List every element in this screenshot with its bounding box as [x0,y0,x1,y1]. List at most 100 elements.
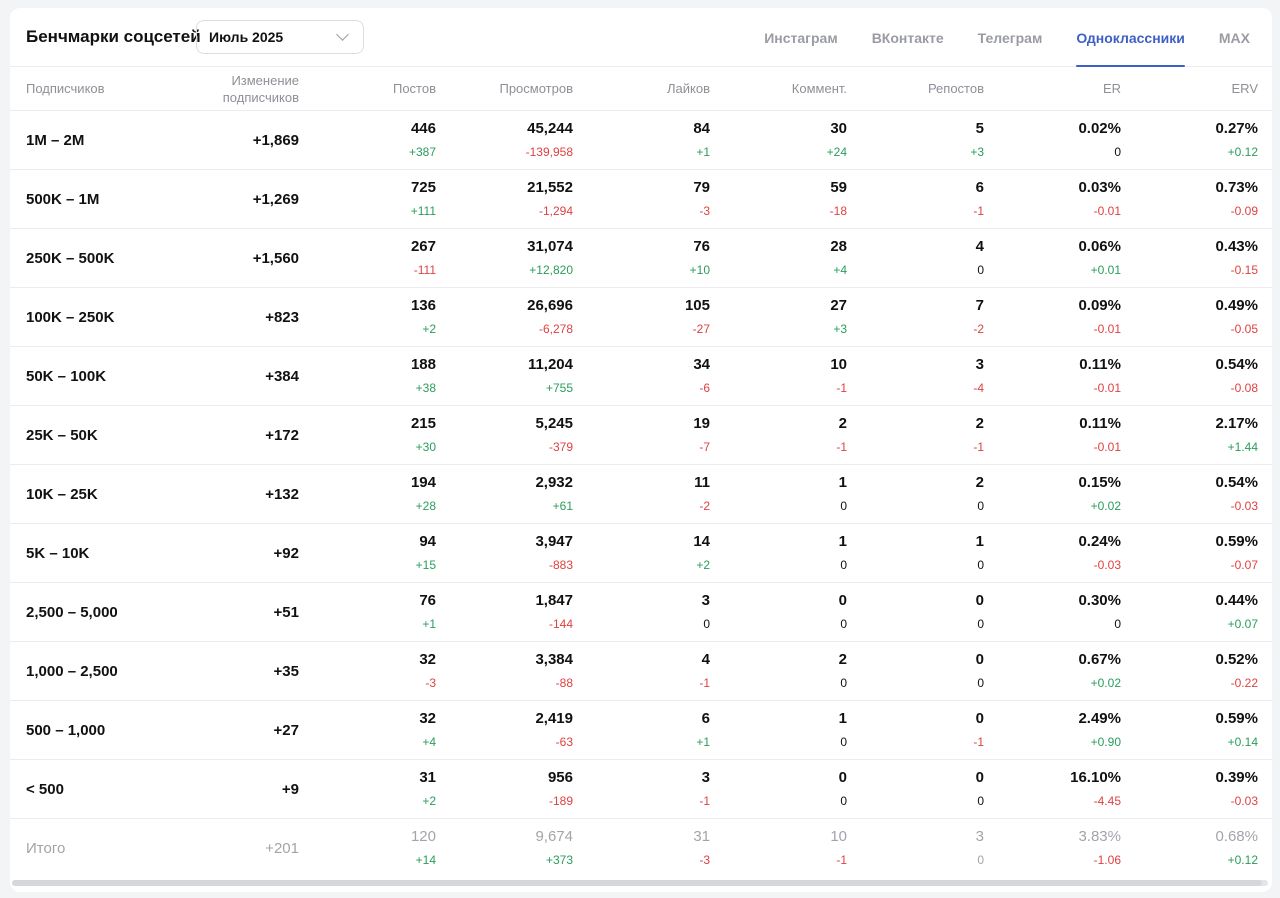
total-row: Итого +201 120 +14 9,674 +373 31 -3 10 -1 3 0 3.83% -… [10,819,1272,877]
reposts-delta: -4 [973,381,984,395]
column-header-subscribers[interactable]: Подписчиков [26,81,105,97]
tab-max[interactable]: MAX [1218,29,1250,46]
erv-delta: +0.12 [1227,853,1258,867]
erv-cell: 0.44% +0.07 [1158,592,1258,631]
reposts-delta: -1 [973,440,984,454]
comments-delta: 0 [840,558,847,572]
reposts-delta: 0 [977,263,984,277]
column-header-posts[interactable]: Постов [392,81,436,97]
comments-value: 1 [838,710,847,727]
comments-value: 2 [838,415,847,432]
posts-value: 194 [410,474,436,491]
erv-value: 0.27% [1215,120,1258,137]
likes-value: 84 [693,120,710,137]
er-delta: -4.45 [1093,794,1121,808]
views-delta: -88 [555,676,573,690]
erv-value: 0.68% [1215,828,1258,845]
erv-value: 0.44% [1215,592,1258,609]
subscribers-range: 25K – 50K [26,427,98,444]
posts-value: 32 [419,651,436,668]
er-delta: -0.01 [1093,204,1121,218]
subscribers-range: 50K – 100K [26,368,107,385]
period-select[interactable]: Июль 2025 [196,20,364,54]
views-cell: 3,384 -88 [463,651,573,690]
views-delta: +373 [545,853,573,867]
posts-value: 76 [419,592,436,609]
likes-value: 4 [701,651,710,668]
column-header-comments[interactable]: Коммент. [791,81,847,97]
er-delta: +0.02 [1090,499,1121,513]
erv-value: 0.73% [1215,179,1258,196]
comments-delta: -1 [836,381,847,395]
subscribers-change: +51 [273,604,299,621]
reposts-value: 7 [975,297,984,314]
tab-vkontakte[interactable]: ВКонтакте [871,29,944,46]
comments-delta: +3 [833,322,847,336]
er-delta: +0.02 [1090,676,1121,690]
tab-instagram[interactable]: Инстаграм [764,29,838,46]
erv-delta: -0.03 [1230,499,1258,513]
views-value: 11,204 [527,356,573,373]
erv-delta: -0.09 [1230,204,1258,218]
likes-delta: +1 [696,145,710,159]
er-delta: 0 [1114,145,1121,159]
reposts-delta: -1 [973,204,984,218]
column-header-views[interactable]: Просмотров [499,81,573,97]
er-delta: +0.90 [1090,735,1121,749]
erv-value: 0.59% [1215,710,1258,727]
reposts-cell: 6 -1 [884,179,984,218]
posts-delta: +15 [415,558,436,572]
subscribers-change: +27 [273,722,299,739]
subscribers-change: +823 [265,309,299,326]
likes-value: 19 [693,415,710,432]
er-delta: -1.06 [1093,853,1121,867]
comments-delta: 0 [840,735,847,749]
likes-delta: -7 [699,440,710,454]
column-header-erv[interactable]: ERV [1231,81,1259,97]
column-header-er[interactable]: ER [1102,81,1121,97]
tab-odnoklassniki[interactable]: Одноклассники [1076,8,1185,67]
posts-cell: 725 +111 [336,179,436,218]
likes-value: 6 [701,710,710,727]
table-row: 500 – 1,000 +27 32 +4 2,419 -63 6 +1 1 0 0 -1 2.49% +… [10,701,1272,760]
column-header-reposts[interactable]: Репостов [927,81,984,97]
subscribers-range: Итого [26,840,66,857]
views-value: 2,419 [535,710,573,727]
likes-delta: -6 [699,381,710,395]
tab-telegram[interactable]: Телеграм [977,29,1043,46]
table-row: 250K – 500K +1,560 267 -111 31,074 +12,820 76 +… [10,229,1272,288]
reposts-delta: 0 [977,853,984,867]
erv-cell: 0.73% -0.09 [1158,179,1258,218]
column-header-sub-change[interactable]: Изменение подписчиков [222,72,299,105]
posts-delta: +2 [422,322,436,336]
comments-delta: 0 [840,794,847,808]
views-value: 5,245 [535,415,573,432]
scrollbar-thumb[interactable] [12,880,1262,886]
horizontal-scrollbar[interactable] [12,880,1268,886]
er-value: 0.02% [1078,120,1121,137]
posts-delta: +38 [415,381,436,395]
views-cell: 45,244 -139,958 [463,120,573,159]
likes-cell: 11 -2 [610,474,710,513]
reposts-value: 0 [975,651,984,668]
er-value: 0.06% [1078,238,1121,255]
likes-cell: 31 -3 [610,828,710,867]
reposts-value: 3 [975,828,984,845]
er-cell: 0.11% -0.01 [1021,415,1121,454]
column-header-likes[interactable]: Лайков [667,81,710,97]
likes-delta: -1 [699,794,710,808]
subscribers-range: 100K – 250K [26,309,115,326]
erv-value: 0.49% [1215,297,1258,314]
er-value: 0.03% [1078,179,1121,196]
erv-cell: 0.49% -0.05 [1158,297,1258,336]
comments-cell: 59 -18 [747,179,847,218]
subscribers-change: +1,869 [252,132,299,149]
erv-delta: +0.07 [1227,617,1258,631]
likes-value: 76 [693,238,710,255]
views-delta: +755 [545,381,573,395]
erv-value: 0.54% [1215,474,1258,491]
